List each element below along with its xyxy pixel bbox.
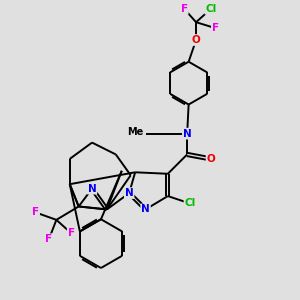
Text: F: F [181, 4, 188, 14]
Text: F: F [45, 234, 52, 244]
Text: F: F [68, 228, 75, 238]
Text: N: N [125, 188, 134, 198]
Text: N: N [141, 204, 150, 214]
Text: Cl: Cl [184, 199, 196, 208]
Text: F: F [32, 207, 39, 218]
Text: Cl: Cl [205, 4, 217, 14]
Text: O: O [207, 154, 215, 164]
Text: N: N [88, 184, 96, 194]
Text: F: F [212, 23, 219, 33]
Text: O: O [192, 35, 200, 45]
Text: Me: Me [127, 127, 143, 137]
Text: N: N [183, 129, 191, 139]
